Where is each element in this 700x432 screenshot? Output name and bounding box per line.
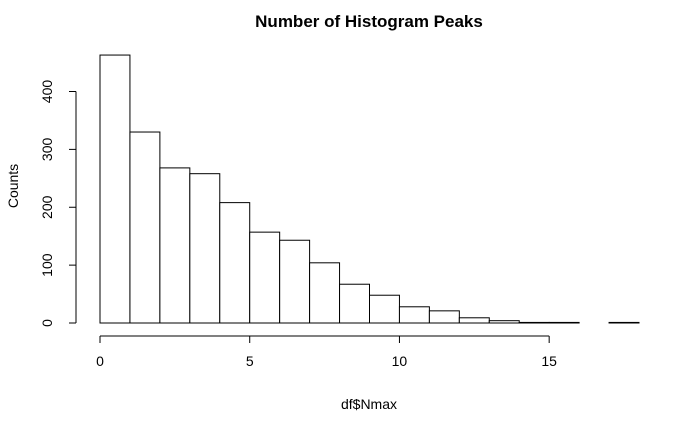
histogram-bar (518, 321, 550, 324)
histogram-bar (189, 173, 221, 324)
bars-group (99, 54, 640, 324)
y-tick-label: 200 (39, 195, 55, 219)
x-axis-label: df$Nmax (341, 396, 397, 412)
histogram-bar (129, 131, 161, 324)
histogram-bar (279, 239, 311, 324)
y-axis-label: Counts (5, 164, 21, 208)
y-tick-label: 100 (39, 253, 55, 277)
histogram-bar (608, 321, 640, 324)
x-tick-label: 15 (541, 353, 557, 369)
histogram-bar (488, 320, 520, 324)
histogram-bar (219, 202, 251, 324)
histogram-bar (99, 54, 131, 324)
x-axis: 0 5 10 15 (96, 335, 557, 369)
histogram-bar (339, 283, 370, 324)
histogram-bar (458, 317, 490, 324)
x-tick-label: 0 (96, 353, 104, 369)
y-tick-label: 300 (39, 137, 55, 161)
y-axis: 0 100 200 300 400 (39, 80, 77, 327)
histogram-bar (159, 167, 191, 324)
histogram-bar (369, 294, 400, 324)
histogram-bar (398, 306, 430, 324)
histogram-bar (249, 231, 281, 324)
chart-title: Number of Histogram Peaks (255, 12, 483, 31)
y-tick-label: 0 (39, 319, 55, 327)
histogram-bar (548, 321, 580, 324)
histogram-bar (428, 310, 460, 324)
x-tick-label: 5 (246, 353, 254, 369)
y-tick-label: 400 (39, 80, 55, 104)
histogram-bar (309, 262, 341, 324)
x-tick-label: 10 (392, 353, 408, 369)
